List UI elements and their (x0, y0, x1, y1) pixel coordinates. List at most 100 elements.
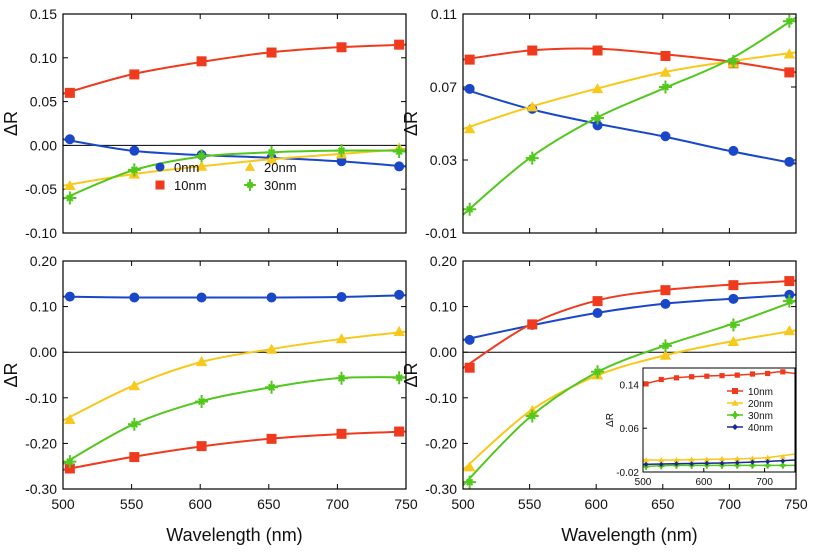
plot-frame (62, 13, 407, 234)
series-10nm (63, 426, 406, 474)
data-point (64, 179, 76, 191)
data-point (660, 131, 671, 142)
y-tick-label: -0.20 (25, 435, 57, 451)
inset-data-point (780, 458, 786, 464)
data-point (463, 461, 476, 472)
legend-marker (155, 162, 165, 172)
y-tick-label: -0.05 (25, 181, 57, 197)
data-point (591, 83, 604, 94)
inset-data-point (658, 461, 664, 467)
data-point (527, 45, 538, 56)
series-0nm (463, 289, 796, 345)
data-point (659, 66, 672, 77)
inset-legend-label: 10nm (748, 387, 773, 398)
inset-legend-entry: 20nm (727, 399, 773, 410)
x-axis-label: Wavelength (nm) (561, 525, 697, 545)
data-point (336, 428, 347, 439)
inset-series-20nm (643, 453, 795, 463)
plot-frame (462, 260, 797, 490)
inset-data-point (689, 461, 695, 467)
inset-data-point (704, 373, 710, 379)
inset-legend-label: 40nm (748, 423, 773, 434)
y-tick-label: -0.30 (425, 481, 457, 497)
inset-data-point (658, 376, 664, 383)
legend-label: 0nm (174, 160, 199, 175)
legend-entry: 30nm (244, 178, 297, 193)
data-point (464, 334, 475, 345)
series-line (463, 47, 796, 74)
inset-legend-marker (731, 399, 739, 406)
y-tick-label: 0.20 (30, 253, 57, 269)
inset-data-point (733, 462, 741, 469)
data-point (394, 289, 405, 300)
data-point (127, 163, 141, 177)
data-point (127, 417, 141, 431)
y-tick-label: 0.15 (30, 6, 57, 22)
x-tick-label: 550 (120, 496, 144, 512)
data-point (394, 426, 405, 437)
data-point (129, 145, 140, 156)
data-point (195, 356, 208, 367)
data-point (64, 413, 76, 425)
data-point (265, 343, 278, 354)
inset-data-point (643, 456, 650, 463)
data-point (463, 123, 476, 134)
y-tick-label: 0.00 (30, 344, 57, 360)
inset-legend-marker (732, 424, 738, 430)
x-axis-label: Wavelength (nm) (166, 525, 302, 545)
x-tick-label: 600 (189, 496, 213, 512)
x-tick-label: 750 (394, 496, 418, 512)
inset-data-point (704, 460, 710, 466)
inset-data-point (734, 455, 741, 462)
inset-legend-entry: 40nm (727, 423, 773, 434)
data-point (129, 292, 140, 303)
legend-label: 10nm (174, 178, 207, 193)
data-point (335, 333, 348, 344)
series-0nm (463, 83, 796, 167)
series-line (63, 330, 406, 422)
inset-data-point (719, 455, 726, 462)
series-line (63, 376, 406, 465)
y-tick-label: -0.10 (425, 390, 457, 406)
data-point (727, 335, 740, 347)
inset-data-point (734, 372, 740, 378)
series-10nm (63, 39, 406, 98)
data-point (527, 319, 538, 330)
plot-frame (62, 260, 407, 490)
legend-entry: 20nm (244, 160, 297, 175)
data-point (728, 145, 739, 156)
inset-data-point (779, 453, 786, 459)
x-tick-label: 650 (257, 496, 281, 512)
legend-entry: 10nm (155, 178, 207, 193)
y-axis-label: ΔR (1, 362, 21, 387)
inset-data-point (673, 461, 680, 467)
series-line (63, 149, 406, 200)
y-tick-label: 0.11 (431, 6, 457, 22)
data-point (335, 371, 349, 385)
inset-series-10nm (643, 369, 795, 387)
inset-data-point (703, 456, 710, 462)
series-30nm (463, 14, 796, 216)
data-point (784, 276, 795, 287)
data-point (336, 42, 347, 53)
data-point (64, 463, 75, 474)
data-point (784, 156, 795, 167)
series-line (63, 430, 406, 471)
y-tick-label: -0.01 (425, 225, 457, 241)
series-line (463, 87, 796, 165)
inset-data-point (749, 455, 756, 461)
data-point (464, 54, 475, 65)
data-point (592, 120, 603, 131)
y-tick-label: 0.07 (430, 79, 457, 95)
data-point (659, 349, 672, 360)
inset-legend-marker (731, 411, 739, 419)
x-tick-label: 750 (784, 496, 808, 512)
plot-frame (462, 13, 797, 234)
data-point (394, 161, 405, 172)
data-point (393, 325, 405, 336)
inset-series-40nm (643, 458, 795, 467)
x-tick-label: 500 (451, 496, 475, 512)
